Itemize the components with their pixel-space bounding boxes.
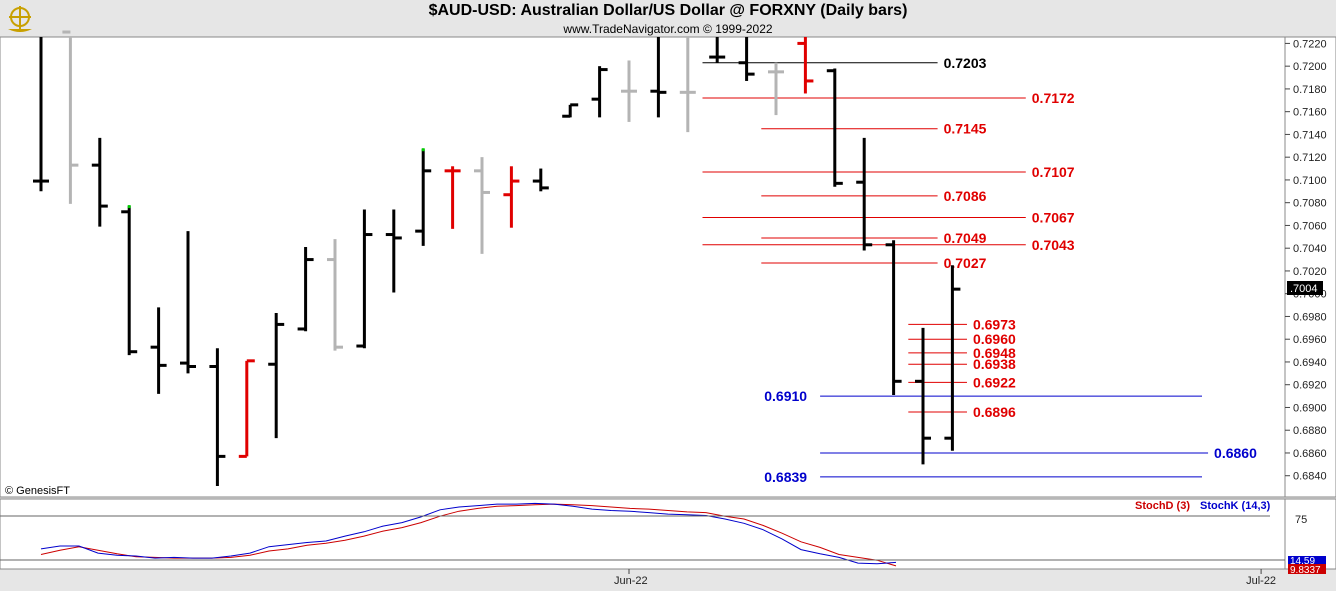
price-level-label: 0.7172: [1032, 90, 1075, 106]
y-tick-label: 0.7100: [1293, 175, 1327, 187]
bar-signal-dot: [127, 205, 131, 209]
price-level-label: 0.6896: [973, 404, 1016, 420]
ohlc-bar: [268, 313, 285, 439]
stoch-k-line: [40, 502, 897, 565]
ohlc-bar: [444, 166, 461, 229]
stoch-d-value: 9.8337: [1290, 565, 1321, 576]
ohlc-bar: [150, 307, 167, 394]
ohlc-bar: [591, 66, 608, 118]
y-tick-label: 0.6920: [1293, 380, 1327, 392]
y-tick-label: 0.7220: [1293, 38, 1327, 50]
ohlc-bar: [856, 137, 873, 251]
ohlc-bar: [62, 30, 79, 204]
y-tick-label: 0.6880: [1293, 425, 1327, 437]
y-tick-label: 0.7020: [1293, 266, 1327, 278]
y-tick-label: 0.7140: [1293, 129, 1327, 141]
ohlc-bar: [121, 205, 138, 356]
main-plot-area: [0, 36, 1286, 498]
watermark: © GenesisFT: [5, 485, 70, 497]
copyright-text: www.TradeNavigator.com © 1999-2022: [563, 22, 773, 36]
ohlc-bar: [297, 247, 314, 332]
y-tick-label: 0.6940: [1293, 357, 1327, 369]
price-level-label: 0.7067: [1032, 209, 1075, 225]
price-axis-ticks: 0.7220 0.7200 0.7180 0.7160 0.7140 0.7120 0.71…: [1285, 38, 1327, 483]
stoch-k-value-box: [1288, 556, 1326, 565]
ohlc-bar: [621, 60, 637, 122]
price-level-label: 0.6948: [973, 345, 1016, 361]
price-level-label: 0.6960: [973, 331, 1016, 347]
ohlc-bar: [180, 231, 196, 374]
price-level-label: 0.7203: [944, 55, 987, 71]
chart-title: $AUD-USD: Australian Dollar/US Dollar @ …: [428, 2, 908, 19]
ohlc-bar: [650, 37, 667, 118]
y-tick-label: 0.7200: [1293, 61, 1327, 73]
price-level-label: 0.7043: [1032, 237, 1075, 253]
x-tick-label: Jun-22: [614, 575, 648, 587]
ohlc-bar: [797, 37, 814, 94]
ohlc-bar: [768, 62, 784, 116]
y-tick-label: 0.7180: [1293, 84, 1327, 96]
y-tick-label: 0.7160: [1293, 107, 1327, 119]
y-tick-label: 0.6840: [1293, 471, 1327, 483]
ohlc-bar: [885, 240, 902, 395]
ohlc-bar: [209, 348, 226, 486]
y-tick-label: 0.6960: [1293, 334, 1327, 346]
price-level-label: 0.6910: [764, 388, 807, 404]
ohlc-bar: [327, 239, 343, 351]
stoch-75-label: 75: [1295, 514, 1307, 526]
price-level-label: 0.6860: [1214, 445, 1257, 461]
ohlc-bar: [238, 359, 255, 458]
x-tick-label: Jul-22: [1246, 575, 1276, 587]
ohlc-bar: [738, 37, 755, 81]
y-tick-label: 0.6980: [1293, 311, 1327, 323]
price-level-label: 0.7027: [944, 255, 987, 271]
y-tick-label: 0.7120: [1293, 152, 1327, 164]
price-level-label: 0.6938: [973, 356, 1016, 372]
price-level-label: 0.7107: [1032, 164, 1075, 180]
chart-header: $AUD-USD: Australian Dollar/US Dollar @ …: [0, 0, 1336, 37]
ohlc-bar: [356, 209, 373, 349]
ohlc-bar: [709, 37, 726, 63]
price-level-label: 0.6922: [973, 374, 1016, 390]
ohlc-bar: [385, 209, 402, 293]
stoch-k-value: 14.59: [1290, 556, 1315, 567]
ohlc-bar: [562, 103, 579, 118]
time-axis: Jun-22 Jul-22: [614, 569, 1276, 587]
price-level-label: 0.6839: [764, 469, 807, 485]
stochastic-panel: [0, 498, 1286, 570]
ohlc-bar: [91, 137, 108, 227]
ohlc-bar: [503, 166, 520, 228]
stoch-d-value-box: [1288, 564, 1326, 574]
price-level-label: 0.7145: [944, 121, 987, 137]
y-tick-label: 0.6860: [1293, 448, 1327, 460]
ohlc-bars: [33, 30, 961, 486]
bar-signal-dot: [421, 148, 425, 152]
y-tick-label: 0.7040: [1293, 243, 1327, 255]
stoch-k-legend: StochK (14,3): [1200, 500, 1271, 512]
ohlc-bar: [415, 148, 432, 246]
stochastic-lines: [40, 502, 897, 567]
stoch-d-legend: StochD (3): [1135, 500, 1190, 512]
y-tick-label: 0.7060: [1293, 220, 1327, 232]
price-axis: [1284, 36, 1336, 498]
ohlc-bar: [944, 265, 961, 451]
price-level-label: 0.7086: [944, 188, 987, 204]
price-level-label: 0.6973: [973, 316, 1016, 332]
ohlc-bar: [915, 327, 931, 465]
y-tick-label: 0.6900: [1293, 402, 1327, 414]
ohlc-bar: [679, 37, 696, 133]
price-levels: 0.7203 0.7172 0.7145 0.7107 0.7086 0.7067 0.70…: [702, 55, 1257, 485]
y-tick-label: 0.7080: [1293, 198, 1327, 210]
ohlc-bar: [532, 168, 549, 192]
last-price-label: .7004: [1290, 283, 1318, 295]
trade-navigator-logo-icon: [8, 6, 32, 32]
price-level-label: 0.7049: [944, 230, 987, 246]
ohlc-bar: [474, 157, 490, 254]
ohlc-bar: [33, 37, 49, 192]
last-price-marker: [1287, 281, 1323, 295]
ohlc-bar: [826, 68, 843, 187]
